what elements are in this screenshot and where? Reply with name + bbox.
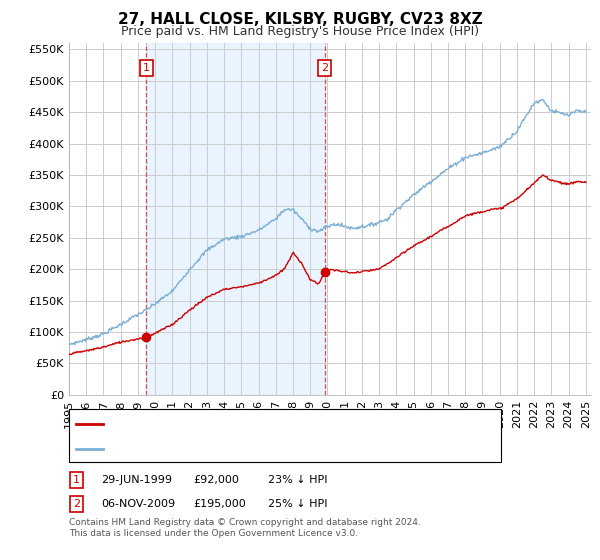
Text: 27, HALL CLOSE, KILSBY, RUGBY, CV23 8XZ (detached house): 27, HALL CLOSE, KILSBY, RUGBY, CV23 8XZ …: [108, 419, 428, 429]
Text: £195,000: £195,000: [193, 499, 246, 508]
Text: Contains HM Land Registry data © Crown copyright and database right 2024.
This d: Contains HM Land Registry data © Crown c…: [69, 518, 421, 538]
Text: 06-NOV-2009: 06-NOV-2009: [101, 499, 176, 508]
Text: 29-JUN-1999: 29-JUN-1999: [101, 475, 172, 484]
Text: HPI: Average price, detached house, West Northamptonshire: HPI: Average price, detached house, West…: [108, 444, 425, 454]
Text: 2: 2: [321, 63, 328, 73]
Text: 25% ↓ HPI: 25% ↓ HPI: [268, 499, 328, 508]
Text: 27, HALL CLOSE, KILSBY, RUGBY, CV23 8XZ: 27, HALL CLOSE, KILSBY, RUGBY, CV23 8XZ: [118, 12, 482, 27]
Text: 1: 1: [143, 63, 150, 73]
Text: 23% ↓ HPI: 23% ↓ HPI: [268, 475, 328, 484]
Text: 1: 1: [73, 475, 80, 484]
Text: £92,000: £92,000: [193, 475, 239, 484]
Text: 2: 2: [73, 499, 80, 508]
Bar: [146, 43, 325, 395]
Text: Price paid vs. HM Land Registry's House Price Index (HPI): Price paid vs. HM Land Registry's House …: [121, 25, 479, 38]
